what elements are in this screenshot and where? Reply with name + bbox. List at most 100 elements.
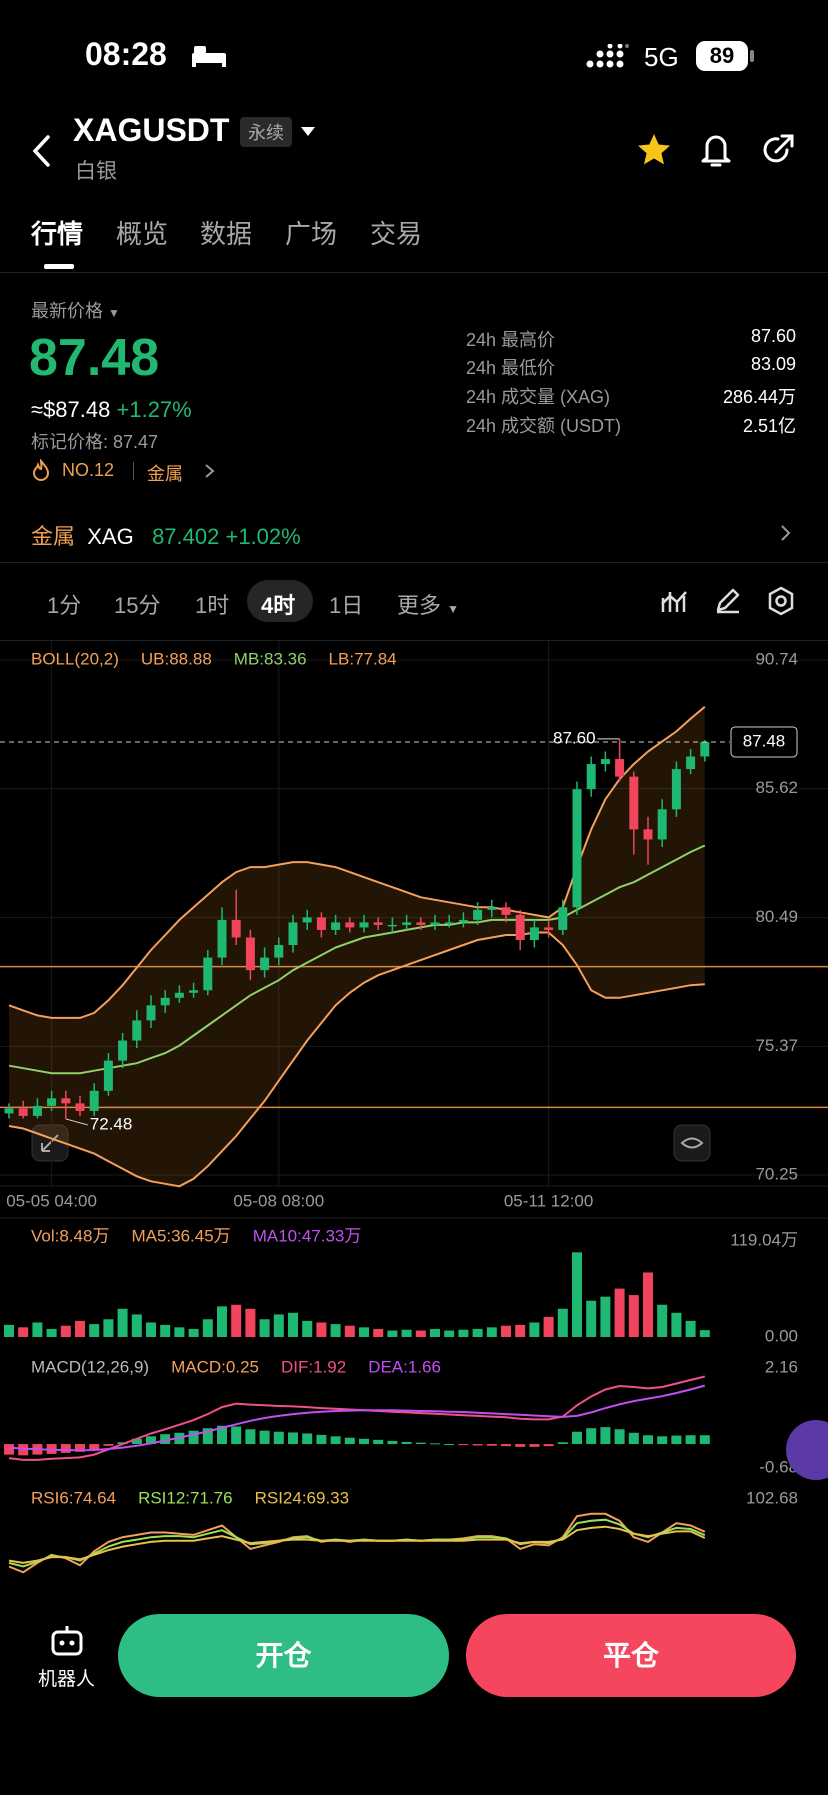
candle-body xyxy=(189,990,199,993)
macd-bar xyxy=(586,1428,597,1445)
volume-bar xyxy=(572,1252,582,1337)
macd-bar xyxy=(486,1444,497,1446)
favorite-icon[interactable] xyxy=(636,132,672,168)
legend-label: MACD:0.25 xyxy=(171,1357,259,1376)
volume-bar xyxy=(231,1304,242,1337)
macd-bar xyxy=(259,1430,270,1445)
candle-body xyxy=(75,1103,85,1111)
interval[interactable]: 1时 xyxy=(195,593,230,618)
candle-body xyxy=(444,922,454,924)
stat-label: 24h 成交额 (USDT) xyxy=(466,416,622,436)
tab[interactable]: 行情 xyxy=(31,219,84,249)
macd-bar xyxy=(557,1442,568,1445)
floating-assistant[interactable] xyxy=(786,1420,828,1480)
macd-bar xyxy=(316,1434,327,1445)
candle-body xyxy=(217,919,227,958)
candle-body xyxy=(515,914,525,940)
volume-bar xyxy=(188,1328,199,1337)
candle-body xyxy=(47,1098,57,1106)
candle-body xyxy=(373,922,383,925)
caret: ▼ xyxy=(447,602,460,616)
volume-bar xyxy=(359,1327,369,1337)
eye-button[interactable] xyxy=(673,1124,711,1162)
macd-bar xyxy=(273,1431,284,1445)
stat-value: 2.51亿 xyxy=(742,416,796,436)
volume-bar xyxy=(600,1296,611,1337)
macd-bar xyxy=(472,1444,483,1446)
macd-bar xyxy=(529,1444,540,1447)
candle-body xyxy=(387,924,397,927)
price-label[interactable]: 最新价格 ▼ xyxy=(31,297,120,323)
macd-bar xyxy=(18,1444,29,1456)
separator xyxy=(133,462,134,480)
status-time: 08:28 xyxy=(85,36,167,72)
stat-value: 87.60 xyxy=(750,326,796,346)
candle-body xyxy=(231,919,241,938)
indicator-line xyxy=(8,844,706,1075)
usd-price-row: ≈$87.48 +1.27% xyxy=(31,397,192,423)
open-position-button[interactable]: 开仓 xyxy=(118,1614,449,1697)
back-button[interactable] xyxy=(30,134,54,168)
y-tick-label: 0.00 xyxy=(765,1326,798,1345)
tab[interactable]: 交易 xyxy=(370,219,423,249)
legend-label: Vol:8.48万 xyxy=(31,1226,109,1245)
tab[interactable]: 数据 xyxy=(200,219,253,249)
candle-body xyxy=(61,1098,71,1104)
macd-bar xyxy=(146,1436,156,1445)
macd-bar xyxy=(359,1438,369,1445)
tab[interactable]: 广场 xyxy=(285,219,338,249)
tab[interactable]: 概览 xyxy=(116,219,169,249)
draw-icon[interactable] xyxy=(714,586,742,614)
macd-bar xyxy=(430,1443,440,1445)
y-tick-label: 85.62 xyxy=(755,778,798,797)
low-marker-line xyxy=(65,1118,88,1126)
mark-price: 标记价格: 87.47 xyxy=(31,432,159,452)
high-marker-label: 87.60 xyxy=(553,728,596,747)
related-row[interactable]: 金属 XAG 87.402 +1.02% xyxy=(31,519,301,551)
chart: 90.74 85.62 80.49 75.37 70.25 05-05 04:00 05-0… xyxy=(0,641,828,1574)
close-position-button[interactable]: 平仓 xyxy=(466,1614,796,1697)
interval[interactable]: 4时 xyxy=(261,593,296,618)
interval[interactable]: 1日 xyxy=(329,593,364,618)
macd-bar xyxy=(543,1444,554,1447)
macd-bar xyxy=(60,1444,71,1453)
interval[interactable]: 15分 xyxy=(114,593,161,618)
volume-bar xyxy=(699,1330,710,1337)
volume-bar xyxy=(330,1324,341,1337)
chevron xyxy=(205,464,215,478)
robot-label[interactable]: 机器人 xyxy=(38,1669,96,1690)
interval[interactable]: 更多 ▼ xyxy=(397,588,459,620)
sector[interactable]: 金属 xyxy=(147,464,183,484)
legend-label: MA10:47.33万 xyxy=(253,1226,362,1245)
y-tick-label: 102.68 xyxy=(746,1488,798,1507)
alert-icon[interactable] xyxy=(698,130,734,170)
robot-icon[interactable] xyxy=(50,1624,84,1658)
contract-badge[interactable]: 永续 xyxy=(240,117,292,147)
legend-label: MA5:36.45万 xyxy=(131,1226,230,1245)
indicator-line xyxy=(8,1512,706,1574)
macd-bar xyxy=(288,1432,298,1445)
legend-label: MB:83.36 xyxy=(234,649,307,668)
volume-bar xyxy=(643,1272,653,1337)
volume-bar xyxy=(515,1324,526,1337)
sleep-icon xyxy=(192,46,226,67)
rank[interactable]: NO.12 xyxy=(62,460,115,480)
share-icon[interactable] xyxy=(760,132,796,168)
legend-label: DIF:1.92 xyxy=(281,1357,346,1376)
macd-bar xyxy=(103,1444,114,1446)
interval[interactable]: 1分 xyxy=(47,593,82,618)
candle-body xyxy=(615,759,625,777)
indicator-icon[interactable] xyxy=(660,588,688,614)
settings-icon[interactable] xyxy=(767,586,795,616)
candle-body xyxy=(331,922,341,930)
macd-bar xyxy=(614,1429,625,1445)
dropdown-arrow[interactable] xyxy=(300,126,316,138)
macd-bar xyxy=(699,1435,710,1445)
volume-bar xyxy=(316,1322,327,1337)
x-tick-label: 05-08 08:00 xyxy=(233,1191,324,1210)
macd-bar xyxy=(217,1425,227,1445)
volume-bar xyxy=(401,1329,412,1337)
macd-bar xyxy=(231,1426,242,1445)
macd-bar xyxy=(160,1434,171,1445)
y-tick-label: 75.37 xyxy=(755,1036,798,1055)
